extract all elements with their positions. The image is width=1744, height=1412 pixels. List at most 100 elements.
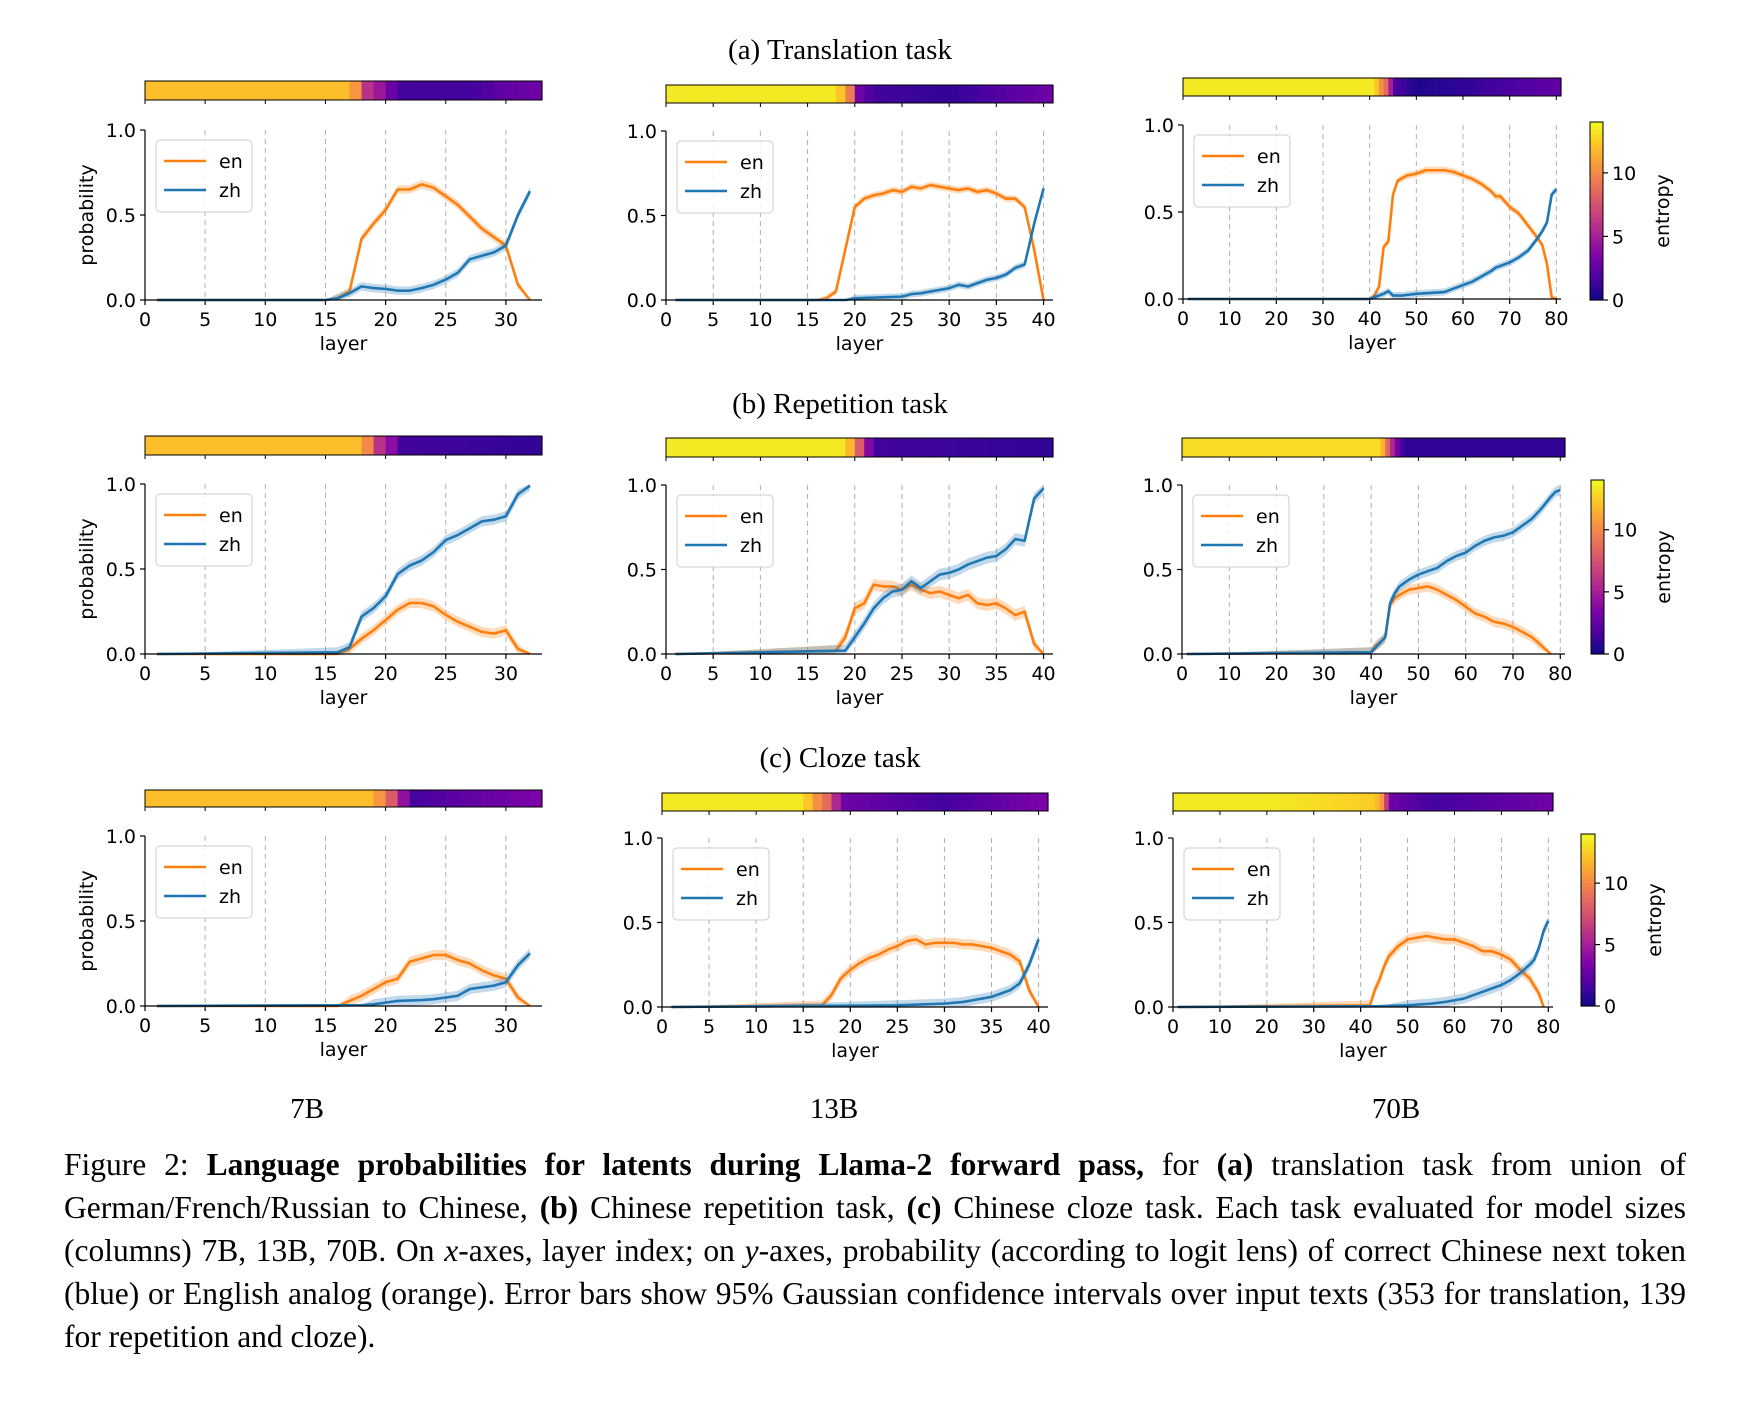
entropy-cell — [741, 85, 752, 103]
x-tick-label: 15 — [795, 309, 819, 331]
entropy-cell — [807, 85, 818, 103]
colorbar-cell — [1591, 558, 1604, 562]
entropy-cell — [1192, 78, 1198, 96]
colorbar-cell — [1591, 503, 1604, 507]
entropy-strip-border — [144, 80, 543, 101]
entropy-cell — [741, 438, 752, 457]
entropy-cell — [1383, 78, 1389, 96]
entropy-cell — [1369, 78, 1375, 96]
y-tick-label: 0.0 — [106, 644, 136, 666]
entropy-cell — [301, 436, 315, 455]
colorbar-cell — [1591, 648, 1604, 652]
entropy-cell — [1238, 793, 1244, 811]
entropy-cell — [939, 85, 950, 103]
colorbar-cell — [1581, 934, 1595, 938]
panel-translation-13b: 0 5 10 15 20 25 30 35 40 0.0 0.5 1.0 layer en zh — [627, 84, 1056, 355]
x-tick-label: 30 — [932, 1016, 956, 1038]
entropy-cell — [1517, 438, 1524, 457]
entropy-cell — [193, 436, 206, 455]
entropy-cell — [1421, 793, 1427, 811]
colorbar-cell — [1590, 297, 1603, 301]
colorbar-cell — [1591, 546, 1604, 551]
entropy-cell — [1318, 78, 1324, 96]
legend-box — [1193, 134, 1291, 208]
entropy-cell — [1360, 793, 1366, 811]
entropy-cell — [241, 436, 254, 455]
x-tick-label: 10 — [748, 663, 772, 685]
entropy-cell — [798, 85, 809, 103]
colorbar-cell — [1581, 885, 1595, 890]
colorbar-cell — [1581, 994, 1595, 998]
colorbar-cell — [1581, 888, 1595, 892]
entropy-cell — [1205, 793, 1212, 811]
colorbar-cell — [1590, 228, 1603, 233]
y-tick-label: 1.0 — [1143, 475, 1173, 497]
entropy-cell — [1398, 793, 1404, 811]
entropy-cell — [892, 85, 903, 103]
entropy-cell — [1509, 78, 1515, 96]
x-tick-label: 30 — [1302, 1016, 1326, 1038]
entropy-cell — [229, 790, 242, 807]
x-tick-label: 20 — [838, 1016, 862, 1038]
entropy-cell — [1206, 78, 1212, 96]
entropy-cell — [1309, 793, 1315, 811]
x-tick-label: 80 — [1548, 663, 1572, 685]
entropy-cell — [662, 793, 673, 811]
entropy-cell — [1560, 438, 1566, 457]
entropy-cell — [1187, 793, 1193, 811]
entropy-cell — [265, 790, 278, 807]
colorbar-cell — [1590, 169, 1603, 174]
entropy-cell — [1479, 438, 1486, 457]
colorbar-cell — [1581, 894, 1595, 898]
entropy-cell — [1332, 793, 1338, 811]
entropy-cell — [1338, 438, 1344, 457]
entropy-cell — [1337, 78, 1343, 96]
entropy-cell — [788, 438, 799, 457]
entropy-cell — [409, 790, 423, 807]
entropy-cell — [253, 436, 266, 455]
entropy-cell — [684, 438, 695, 457]
entropy-cell — [703, 438, 714, 457]
colorbar-cell — [1590, 249, 1603, 254]
colorbar-cell — [1591, 567, 1604, 571]
entropy-cell — [1327, 78, 1333, 96]
x-tick-label: 15 — [313, 1015, 337, 1037]
entropy-cell — [373, 81, 387, 100]
entropy-strip — [661, 792, 1049, 812]
entropy-cell — [722, 438, 733, 457]
entropy-cell — [1397, 78, 1403, 96]
entropy-cell — [826, 438, 837, 457]
entropy-cell — [1427, 438, 1434, 457]
colorbar-cell — [1581, 920, 1595, 924]
colorbar-tick-label: 10 — [1612, 163, 1636, 185]
entropy-cell — [784, 793, 795, 811]
colorbar-tick-label: 0 — [1613, 644, 1625, 666]
colorbar-cell — [1591, 482, 1604, 487]
x-tick-label: 20 — [843, 309, 867, 331]
x-axis-label: layer — [1339, 1040, 1387, 1062]
entropy-cell — [1481, 78, 1487, 96]
colorbar-cell — [1590, 193, 1603, 197]
entropy-cell — [1477, 793, 1484, 811]
entropy-cell — [1449, 78, 1455, 96]
legend-label-zh: zh — [219, 180, 241, 202]
entropy-cell — [1243, 793, 1249, 811]
colorbar-cell — [1591, 630, 1604, 635]
x-tick-label: 30 — [494, 1015, 518, 1037]
colorbar-cell — [1581, 854, 1595, 858]
entropy-cell — [397, 790, 411, 807]
entropy-cell — [1197, 78, 1203, 96]
legend: en zh — [155, 845, 253, 919]
entropy-cell — [750, 85, 761, 103]
colorbar-cell — [1581, 997, 1595, 1001]
x-tick-label: 60 — [1451, 308, 1475, 330]
entropy-cell — [1276, 78, 1282, 96]
colorbar-cell — [1590, 172, 1603, 176]
legend: en zh — [155, 139, 253, 213]
entropy-cell — [1550, 438, 1557, 457]
entropy-cell — [703, 85, 714, 103]
colorbar-cell — [1581, 917, 1595, 921]
colorbar-cell — [1591, 604, 1604, 609]
entropy-cell — [1211, 78, 1217, 96]
entropy-cell — [1005, 85, 1016, 103]
